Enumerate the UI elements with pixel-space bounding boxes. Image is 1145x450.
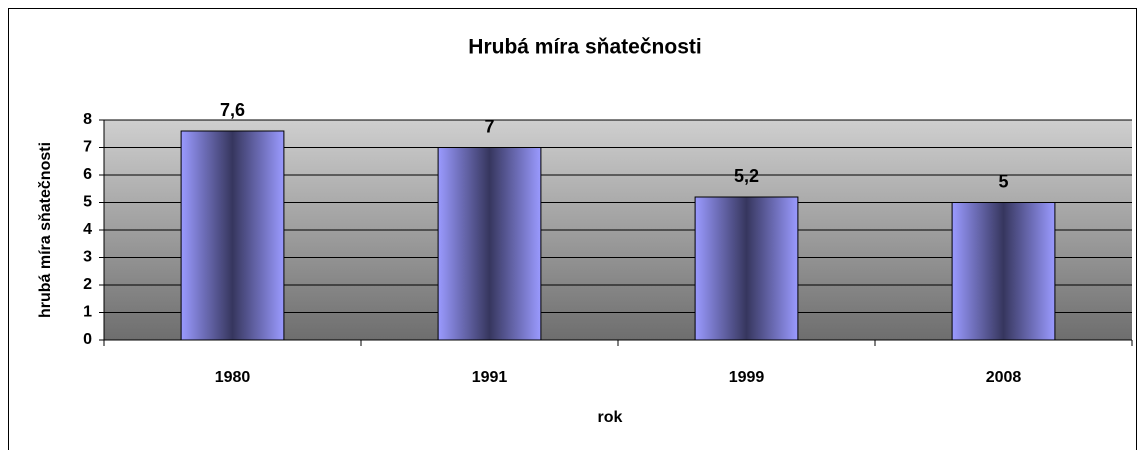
bar [951, 202, 1056, 341]
y-tick-label: 7 [83, 139, 92, 156]
data-label: 7 [484, 116, 494, 136]
x-axis-label: rok [598, 409, 623, 426]
x-tick-label: 1999 [729, 369, 765, 386]
y-tick-label: 5 [83, 194, 92, 211]
data-label: 7,6 [220, 100, 245, 120]
bar [437, 147, 542, 341]
x-tick-label: 1980 [215, 369, 251, 386]
y-tick-label: 8 [83, 111, 92, 128]
chart-title: Hrubá míra sňatečnosti [468, 36, 701, 59]
bar [180, 130, 285, 341]
y-tick-label: 4 [83, 221, 92, 238]
y-tick-label: 2 [83, 276, 92, 293]
data-label: 5,2 [734, 166, 759, 186]
y-tick-label: 0 [83, 331, 92, 348]
y-axis-label: hrubá míra sňatečnosti [37, 142, 54, 318]
data-label: 5 [998, 171, 1008, 191]
bar [694, 196, 799, 341]
y-tick-label: 3 [83, 249, 92, 266]
x-tick-label: 2008 [986, 369, 1022, 386]
x-tick-label: 1991 [472, 369, 508, 386]
y-tick-label: 6 [83, 166, 92, 183]
y-tick-label: 1 [83, 304, 92, 321]
